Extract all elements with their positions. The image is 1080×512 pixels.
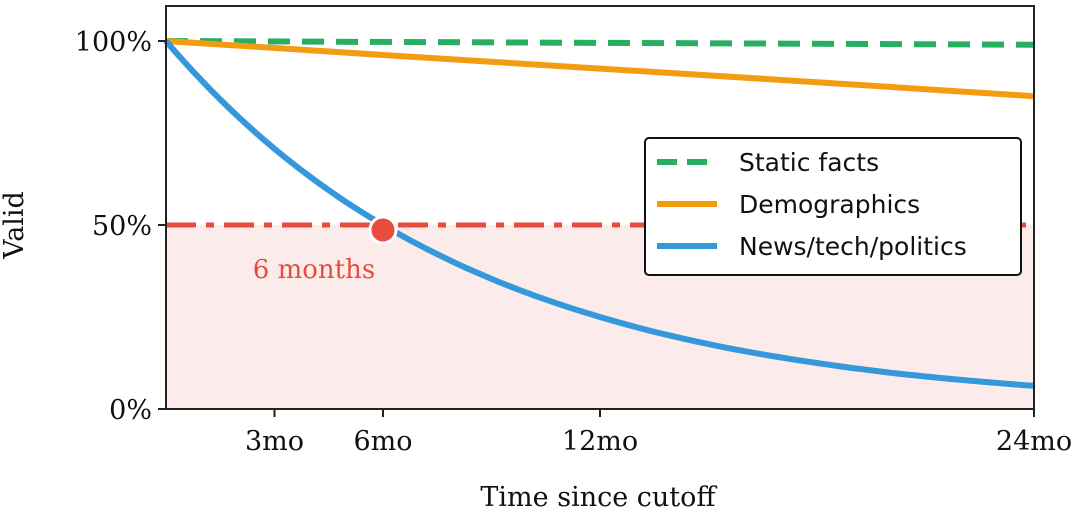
x-tick-label-2: 12mo bbox=[562, 426, 638, 457]
y-tick-label-2: 100% bbox=[75, 27, 152, 58]
y-tick-label-0: 0% bbox=[109, 395, 152, 426]
series-lines bbox=[163, 38, 1035, 389]
x-axis-label: Time since cutoff bbox=[480, 482, 717, 512]
legend-box bbox=[644, 137, 1022, 276]
y-tick-label-1: 50% bbox=[92, 211, 152, 242]
series-line-2 bbox=[163, 39, 1035, 389]
x-tick-label-3: 24mo bbox=[996, 426, 1072, 457]
y-axis-label: Valid bbox=[0, 191, 30, 260]
x-axis: 3mo 6mo 12mo 24mo bbox=[245, 409, 1072, 457]
series-line-0 bbox=[165, 38, 1035, 48]
legend-label-1: Demographics bbox=[739, 190, 920, 219]
legend-label-2: News/tech/politics bbox=[739, 232, 967, 261]
y-axis: 0% 50% 100% bbox=[75, 27, 166, 426]
legend: Static facts Demographics News/tech/politi… bbox=[644, 137, 1022, 276]
series-line-1 bbox=[165, 38, 1035, 100]
x-tick-label-1: 6mo bbox=[353, 426, 412, 457]
half-life-marker bbox=[368, 215, 398, 245]
legend-label-0: Static facts bbox=[739, 148, 879, 177]
x-tick-label-0: 3mo bbox=[245, 426, 304, 457]
annotation-label: 6 months bbox=[253, 255, 375, 285]
